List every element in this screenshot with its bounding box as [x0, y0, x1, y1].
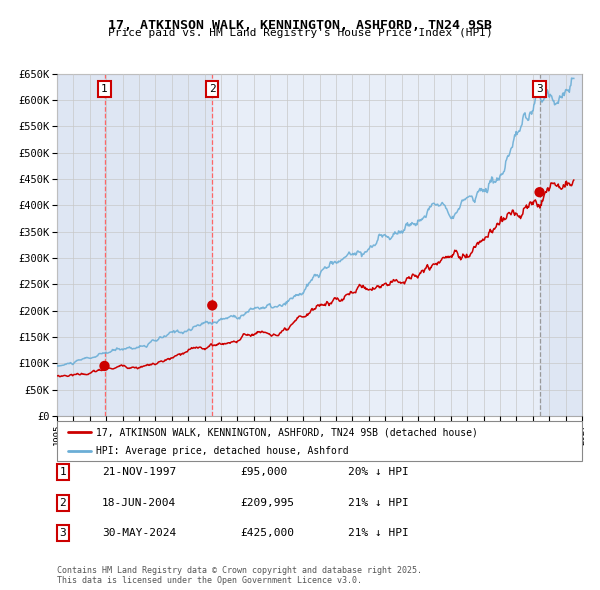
Text: 3: 3: [536, 84, 543, 94]
Text: £425,000: £425,000: [240, 529, 294, 538]
Text: 2: 2: [209, 84, 215, 94]
Text: 21% ↓ HPI: 21% ↓ HPI: [348, 529, 409, 538]
Bar: [104, 74, 212, 416]
Text: 30-MAY-2024: 30-MAY-2024: [102, 529, 176, 538]
Point: [535, 188, 544, 197]
Text: 1: 1: [101, 84, 108, 94]
Text: 3: 3: [59, 529, 67, 538]
Text: 1: 1: [59, 467, 67, 477]
Text: 17, ATKINSON WALK, KENNINGTON, ASHFORD, TN24 9SB (detached house): 17, ATKINSON WALK, KENNINGTON, ASHFORD, …: [97, 428, 478, 438]
Point: [100, 361, 109, 371]
Text: £209,995: £209,995: [240, 498, 294, 507]
Text: 21-NOV-1997: 21-NOV-1997: [102, 467, 176, 477]
Text: Contains HM Land Registry data © Crown copyright and database right 2025.
This d: Contains HM Land Registry data © Crown c…: [57, 566, 422, 585]
Bar: [57, 74, 104, 416]
Text: 21% ↓ HPI: 21% ↓ HPI: [348, 498, 409, 507]
Text: 20% ↓ HPI: 20% ↓ HPI: [348, 467, 409, 477]
FancyBboxPatch shape: [57, 421, 582, 461]
Text: 2: 2: [59, 498, 67, 507]
Text: 18-JUN-2004: 18-JUN-2004: [102, 498, 176, 507]
Text: Price paid vs. HM Land Registry's House Price Index (HPI): Price paid vs. HM Land Registry's House …: [107, 28, 493, 38]
Text: HPI: Average price, detached house, Ashford: HPI: Average price, detached house, Ashf…: [97, 447, 349, 456]
Text: £95,000: £95,000: [240, 467, 287, 477]
Text: 17, ATKINSON WALK, KENNINGTON, ASHFORD, TN24 9SB: 17, ATKINSON WALK, KENNINGTON, ASHFORD, …: [108, 19, 492, 32]
Bar: [539, 74, 582, 416]
Point: [208, 301, 217, 310]
